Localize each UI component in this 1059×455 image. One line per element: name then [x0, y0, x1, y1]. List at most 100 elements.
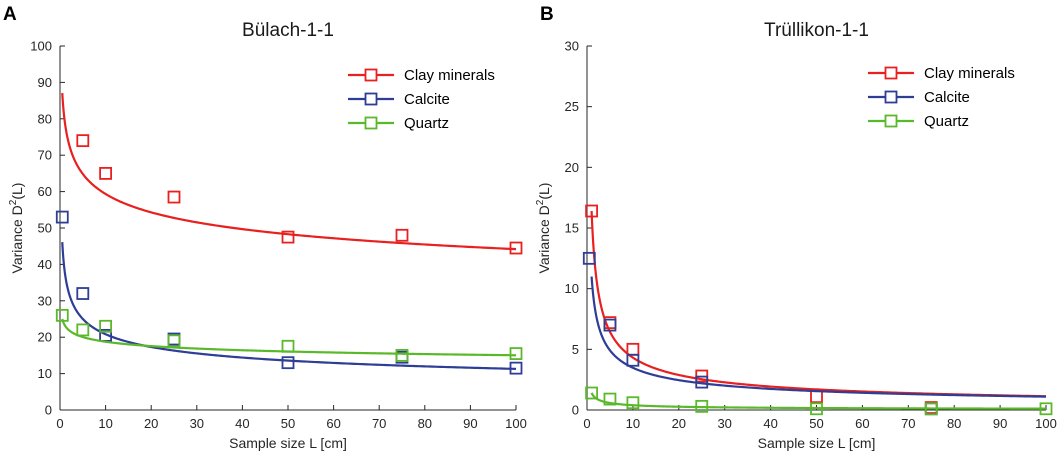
chart-a-quartz-marker — [55, 308, 69, 322]
chart-panel-a: Bülach-1-1 0 10 20 30 40 50 60 70 80 90 100 0 10 20 30 4… — [8, 20, 527, 451]
chart-a-calcite-marker — [281, 356, 295, 370]
chart-a-y-tick-label: 70 — [38, 148, 52, 163]
chart-b-x-tick-label: 30 — [717, 416, 731, 431]
chart-a-quartz-fit-line — [61, 318, 516, 357]
chart-a-calcite-marker — [76, 287, 90, 300]
chart-a-x-tick-label: 60 — [326, 416, 340, 431]
chart-b-y-axis-label: Variance D2(L) — [535, 183, 552, 274]
chart-a-y-axis-label: Variance D2(L) — [8, 183, 25, 274]
chart-a-x-tick-label: 50 — [281, 416, 295, 431]
chart-b-y-axis-label-tail: (L) — [536, 183, 552, 200]
chart-a-clay-minerals-marker — [76, 134, 90, 148]
chart-b-quartz-marker — [924, 402, 938, 416]
chart-b-x-axis-label: Sample size L [cm] — [758, 435, 876, 451]
chart-a-y-tick-label: 100 — [30, 39, 52, 54]
chart-a-clay-minerals-marker — [395, 228, 409, 242]
chart-b-x-tick-label: 50 — [809, 416, 823, 431]
chart-b-x-tick-label: 40 — [763, 416, 777, 431]
chart-b-calcite-marker — [695, 375, 709, 389]
chart-a-x-tick-label: 10 — [98, 416, 112, 431]
chart-b-calcite-marker — [603, 318, 617, 332]
chart-a-y-tick-label: 0 — [45, 403, 52, 418]
chart-a-legend-quartz-marker — [364, 116, 378, 130]
chart-b-x-tick-label: 0 — [583, 416, 590, 431]
chart-a-legend-calcite-marker — [364, 92, 378, 106]
chart-a-quartz-marker — [281, 339, 295, 353]
chart-a-y-tick-label: 40 — [38, 257, 52, 272]
chart-a-y-tick-label: 60 — [38, 184, 52, 199]
chart-b-quartz-marker — [603, 392, 617, 406]
chart-b-x-tick-label: 20 — [672, 416, 686, 431]
chart-b-clay-minerals-fit-line — [590, 210, 1046, 398]
chart-b-x-tick-label: 70 — [901, 416, 915, 431]
chart-b-legend-calcite-label: Calcite — [924, 89, 970, 106]
chart-a-clay-minerals-fit-line — [61, 92, 516, 251]
chart-a-calcite-fit-line — [61, 242, 516, 370]
chart-b-x-tick-label: 10 — [626, 416, 640, 431]
chart-b-legend-clay-minerals-marker — [884, 66, 898, 80]
chart-b-legend-quartz-label: Quartz — [924, 113, 969, 130]
chart-a-clay-minerals-marker — [281, 230, 295, 244]
chart-a-calcite-marker — [509, 361, 523, 375]
chart-a-quartz-marker — [76, 323, 90, 337]
chart-a-legend-quartz-label: Quartz — [404, 115, 449, 132]
chart-a-y-axis-label-superscript: 2 — [8, 199, 19, 205]
chart-a-y-tick-label: 90 — [38, 75, 52, 90]
chart-panel-b: Trüllikon-1-1 0 10 20 30 40 50 60 70 80 90 100 0 5 10 1… — [535, 20, 1057, 451]
chart-a-quartz-marker — [395, 348, 409, 362]
chart-a-x-tick-label: 0 — [56, 416, 63, 431]
chart-a-y-tick-label: 20 — [38, 330, 52, 345]
chart-b-clay-minerals-marker — [626, 342, 640, 356]
chart-b-legend-calcite-marker — [884, 90, 898, 104]
chart-a-x-tick-label: 70 — [372, 416, 386, 431]
chart-b-legend-clay-minerals-label: Clay minerals — [924, 65, 1015, 82]
chart-a-title: Bülach-1-1 — [242, 20, 334, 41]
chart-a-calcite-marker — [55, 210, 69, 224]
chart-b-y-tick-label: 5 — [572, 342, 579, 357]
chart-a-x-tick-label: 100 — [505, 416, 527, 431]
chart-a-x-tick-label: 90 — [463, 416, 477, 431]
chart-a-quartz-marker — [99, 319, 112, 333]
chart-b-quartz-marker — [626, 396, 640, 410]
chart-b-y-axis-label-superscript: 2 — [535, 199, 546, 205]
chart-a-x-tick-label: 30 — [190, 416, 204, 431]
chart-a-y-tick-label: 30 — [38, 293, 52, 308]
chart-b-y-tick-label: 10 — [565, 281, 579, 296]
chart-b-legend-quartz-marker — [884, 114, 898, 128]
chart-a-clay-minerals-marker — [167, 190, 181, 204]
chart-a-clay-minerals-marker — [99, 166, 112, 180]
chart-b-calcite-fit-line — [590, 276, 1046, 398]
chart-b-quartz-marker — [1039, 402, 1053, 416]
chart-a-x-tick-label: 80 — [418, 416, 432, 431]
chart-b-y-tick-label: 20 — [565, 160, 579, 175]
chart-a-quartz-marker — [167, 334, 181, 348]
chart-b-quartz-marker — [695, 399, 709, 413]
chart-b-clay-minerals-marker — [810, 390, 823, 404]
panel-letter-a: A — [3, 4, 17, 25]
chart-b-y-tick-label: 30 — [565, 39, 579, 54]
chart-b-x-tick-label: 60 — [855, 416, 869, 431]
chart-b-calcite-marker — [582, 251, 596, 265]
chart-b-title: Trüllikon-1-1 — [764, 20, 869, 41]
chart-a-x-tick-label: 40 — [235, 416, 249, 431]
chart-a-legend-clay-minerals-marker — [364, 68, 378, 82]
chart-b-x-tick-label: 80 — [947, 416, 961, 431]
chart-b-y-axis-label-main: Variance D — [536, 205, 552, 273]
chart-a-y-tick-label: 80 — [38, 111, 52, 126]
chart-b-clay-minerals-marker — [585, 204, 598, 218]
chart-b-x-tick-label: 100 — [1035, 416, 1057, 431]
chart-a-y-axis-label-tail: (L) — [9, 183, 25, 200]
chart-b-y-tick-label: 15 — [565, 221, 579, 236]
chart-a-clay-minerals-marker — [509, 241, 523, 255]
chart-b-x-tick-label: 90 — [993, 416, 1007, 431]
chart-b-quartz-marker — [810, 402, 823, 416]
chart-a-x-axis-label: Sample size L [cm] — [229, 435, 347, 451]
chart-b-quartz-marker — [585, 386, 598, 400]
chart-a-y-axis-label-main: Variance D — [9, 205, 25, 273]
panel-letter-b: B — [540, 4, 554, 25]
chart-a-legend-clay-minerals-label: Clay minerals — [404, 67, 495, 84]
chart-a-y-tick-label: 50 — [38, 221, 52, 236]
chart-b-y-tick-label: 0 — [572, 403, 579, 418]
chart-a-quartz-marker — [509, 347, 523, 360]
